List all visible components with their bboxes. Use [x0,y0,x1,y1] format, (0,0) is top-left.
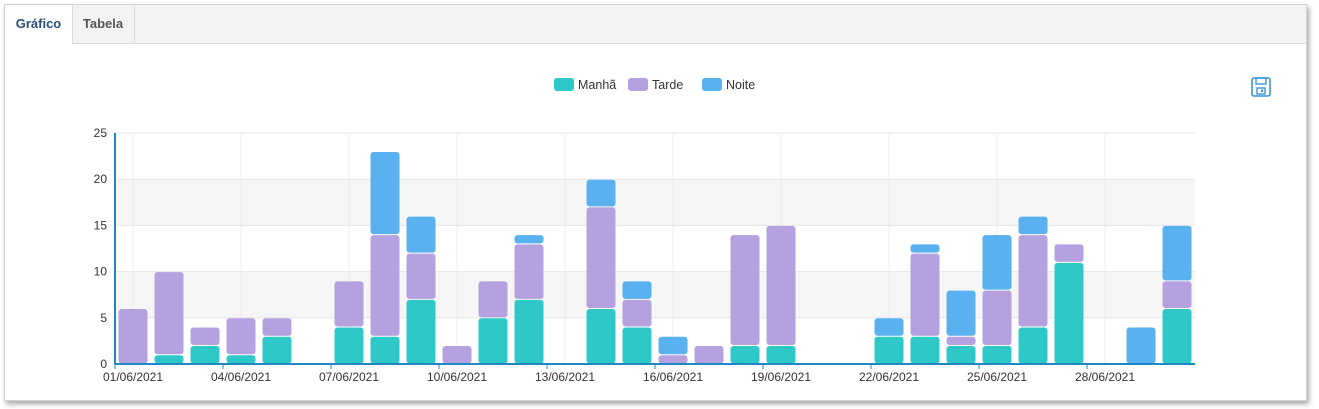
bar-segment[interactable] [370,336,400,364]
bar-segment[interactable] [622,299,652,327]
bar-segment[interactable] [586,179,616,207]
bar-segment[interactable] [262,336,292,364]
bar-segment[interactable] [190,346,220,364]
bar-segment[interactable] [1018,327,1048,364]
tab-bar: Gráfico Tabela [5,5,1306,44]
bar-segment[interactable] [226,318,256,355]
grid-band [115,179,1195,226]
bar-segment[interactable] [406,253,436,299]
bar-segment[interactable] [478,318,508,364]
bar-segment[interactable] [586,309,616,364]
bar-segment[interactable] [226,355,256,364]
legend-swatch[interactable] [702,78,722,91]
grid-band [115,133,1195,180]
bar-segment[interactable] [658,336,688,355]
legend-label[interactable]: Manhã [578,78,616,92]
legend-label[interactable]: Tarde [652,78,683,92]
x-tick-label: 19/06/2021 [751,370,811,384]
bar-segment[interactable] [946,346,976,364]
bar-segment[interactable] [514,235,544,244]
legend-label[interactable]: Noite [726,78,755,92]
bar-segment[interactable] [370,151,400,235]
bar-segment[interactable] [406,216,436,253]
bar-segment[interactable] [766,346,796,364]
bar-segment[interactable] [946,336,976,346]
bar-segment[interactable] [1162,281,1192,309]
bar-segment[interactable] [262,318,292,336]
bar-segment[interactable] [478,281,508,318]
bar-segment[interactable] [586,207,616,309]
bar-segment[interactable] [334,281,364,327]
bar-segment[interactable] [334,327,364,364]
bar-segment[interactable] [982,235,1012,290]
y-tick-label: 20 [94,172,108,186]
bar-segment[interactable] [514,244,544,299]
y-tick-label: 5 [100,311,107,325]
bar-segment[interactable] [1054,244,1084,262]
save-icon[interactable] [1250,76,1272,98]
bar-segment[interactable] [946,290,976,336]
bar-segment[interactable] [622,281,652,299]
bar-segment[interactable] [730,346,760,364]
bar-segment[interactable] [514,299,544,364]
x-tick-label: 04/06/2021 [211,370,271,384]
bar-segment[interactable] [1162,309,1192,364]
tab-grafico[interactable]: Gráfico [5,5,73,44]
bar-segment[interactable] [1054,262,1084,364]
y-tick-label: 15 [94,218,108,232]
bar-segment[interactable] [730,235,760,346]
bar-segment[interactable] [910,253,940,336]
grid-band [115,317,1195,364]
bar-segment[interactable] [118,309,148,364]
y-tick-label: 10 [94,265,108,279]
x-tick-label: 01/06/2021 [103,370,163,384]
tab-tabela[interactable]: Tabela [72,5,135,43]
x-tick-label: 10/06/2021 [427,370,487,384]
bar-segment[interactable] [694,346,724,364]
grid-band [115,225,1195,272]
y-tick-label: 0 [100,357,107,371]
bar-segment[interactable] [910,336,940,364]
y-tick-label: 25 [94,126,108,140]
bar-segment[interactable] [766,225,796,346]
bar-segment[interactable] [190,327,220,346]
x-tick-label: 25/06/2021 [967,370,1027,384]
legend-swatch[interactable] [628,78,648,91]
bar-segment[interactable] [406,299,436,364]
bar-segment[interactable] [154,272,184,355]
bar-segment[interactable] [874,336,904,364]
bar-segment[interactable] [622,327,652,364]
bar-segment[interactable] [658,355,688,364]
bar-segment[interactable] [442,346,472,364]
bar-segment[interactable] [154,355,184,364]
x-tick-label: 07/06/2021 [319,370,379,384]
bar-segment[interactable] [1126,327,1156,364]
x-tick-label: 28/06/2021 [1075,370,1135,384]
bar-segment[interactable] [1162,225,1192,281]
x-tick-label: 22/06/2021 [859,370,919,384]
x-tick-label: 13/06/2021 [535,370,595,384]
bar-segment[interactable] [982,290,1012,346]
bar-segment[interactable] [370,235,400,336]
bar-segment[interactable] [1018,235,1048,327]
legend-swatch[interactable] [554,78,574,91]
bar-segment[interactable] [1018,216,1048,235]
bar-segment[interactable] [982,346,1012,364]
grid-band [115,271,1195,318]
x-tick-label: 16/06/2021 [643,370,703,384]
bar-segment[interactable] [910,244,940,253]
bar-segment[interactable] [874,318,904,336]
